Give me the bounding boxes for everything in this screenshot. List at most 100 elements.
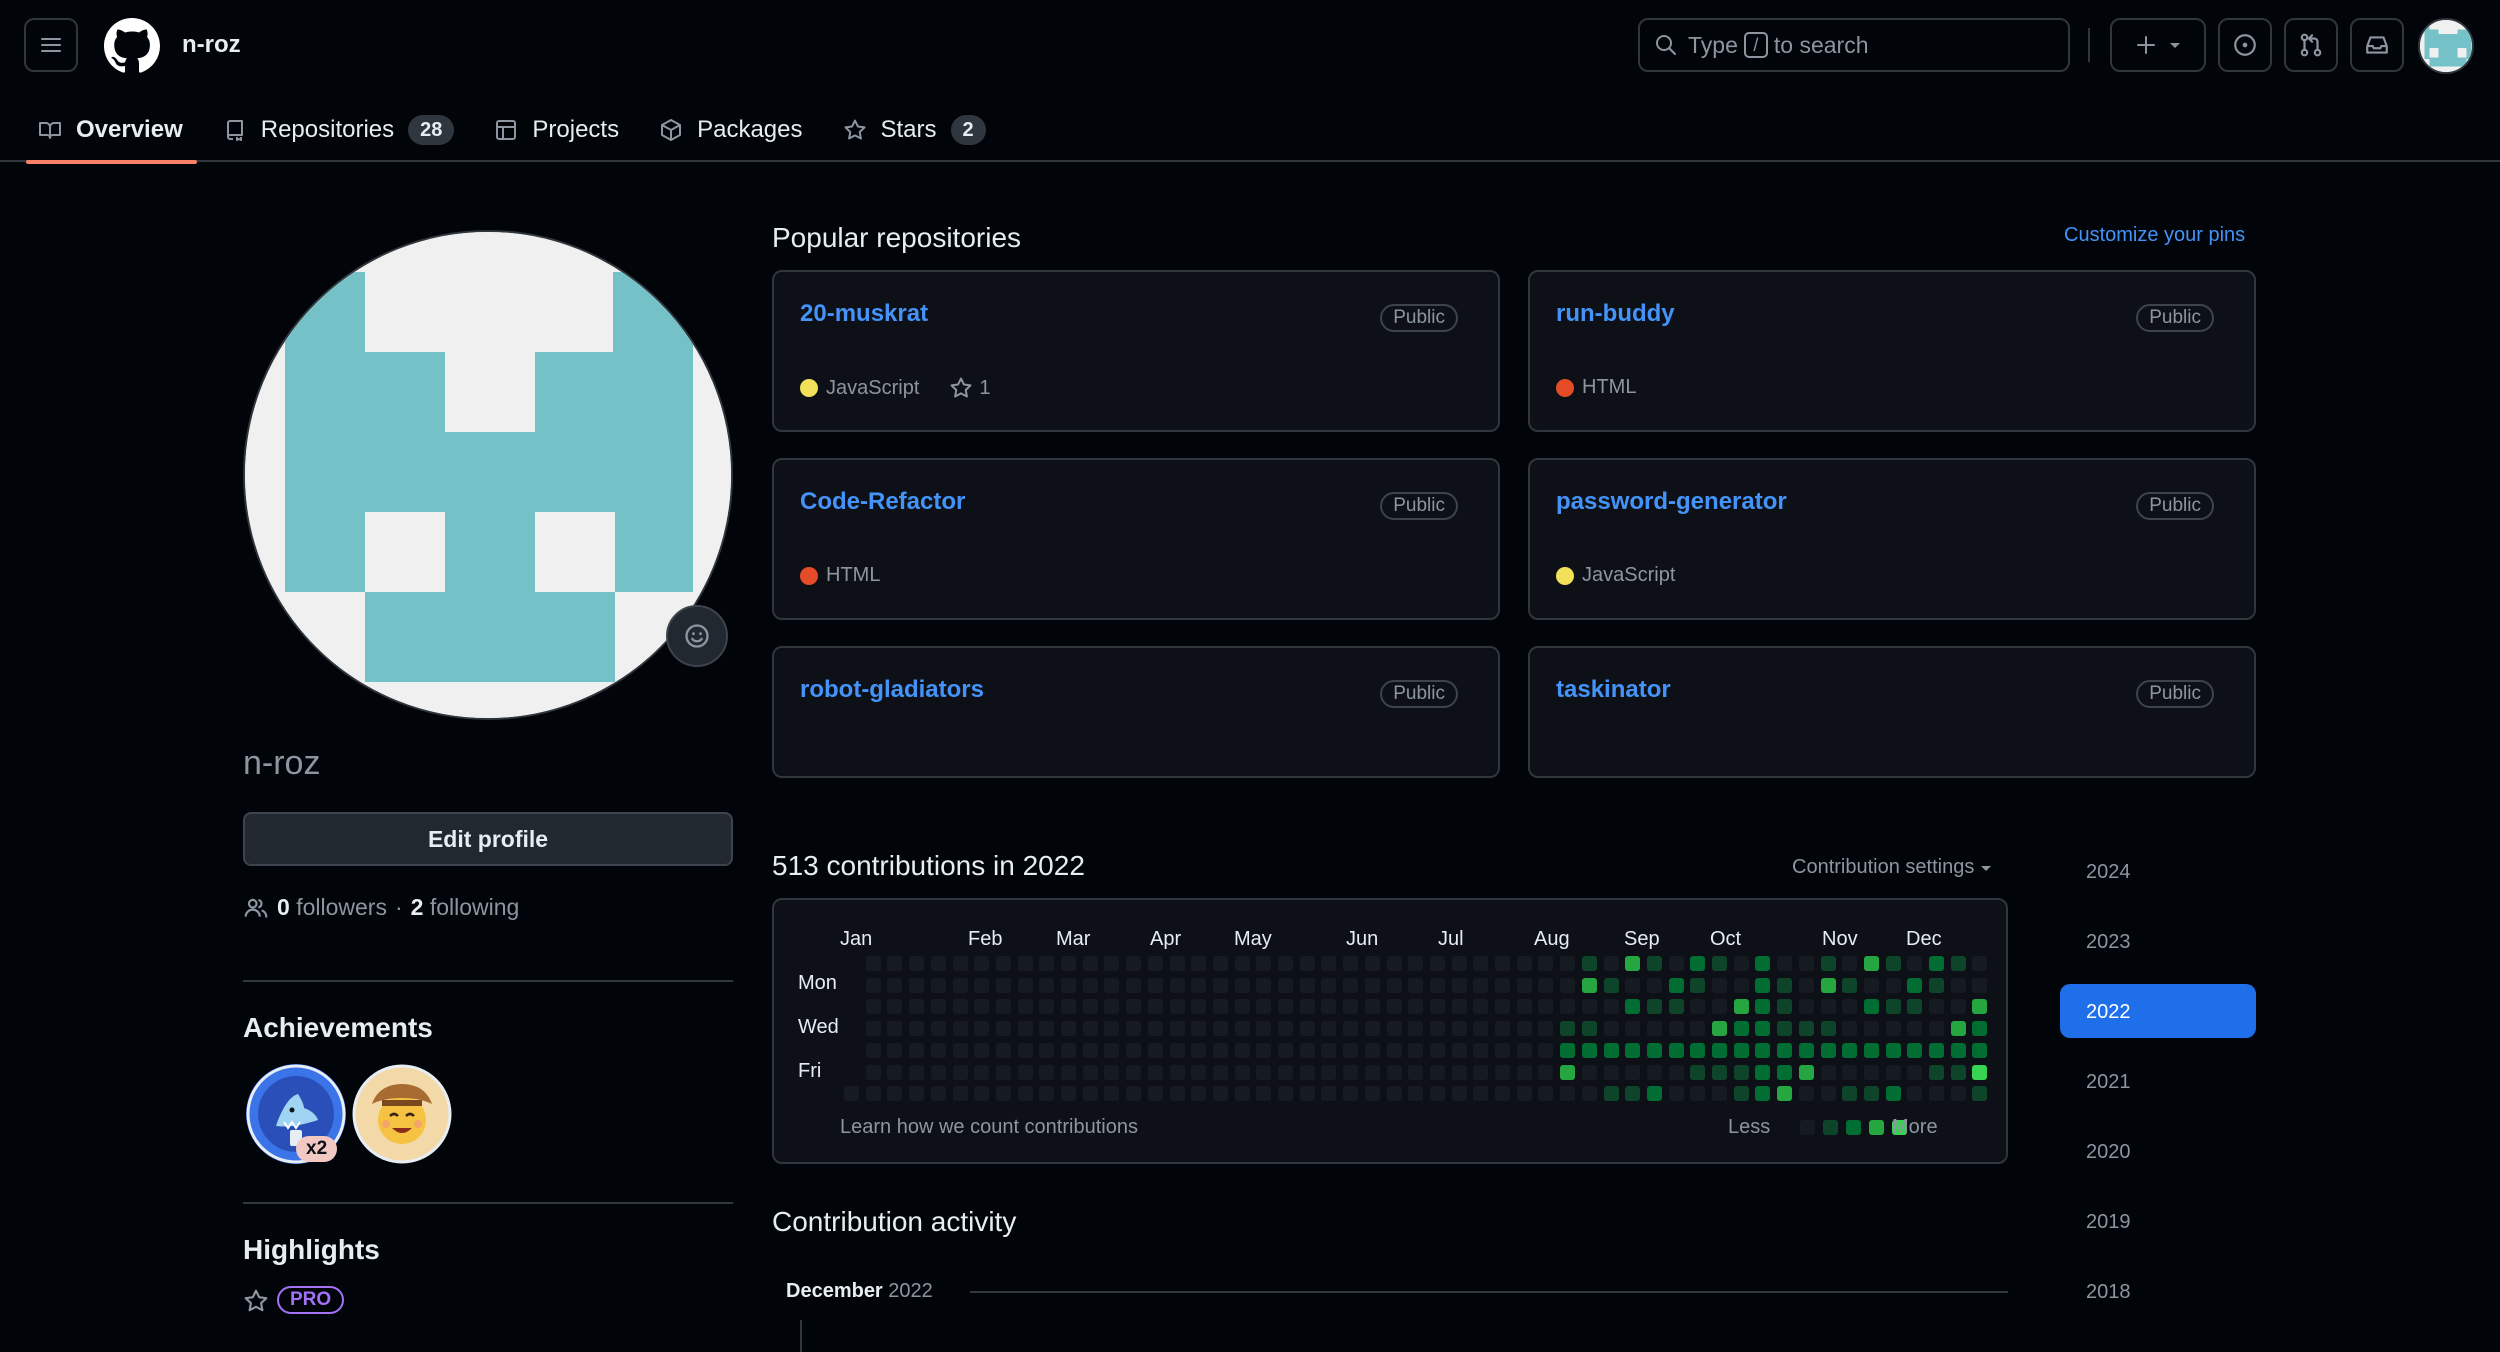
contribution-day[interactable]	[1646, 1021, 1662, 1037]
contribution-day[interactable]	[974, 1042, 990, 1058]
contribution-day[interactable]	[1039, 1086, 1055, 1102]
contribution-day[interactable]	[1429, 1021, 1445, 1037]
repo-name-link[interactable]: password-generator	[1556, 488, 1787, 515]
contribution-day[interactable]	[1625, 999, 1641, 1015]
pull-requests-button[interactable]	[2284, 18, 2338, 72]
contribution-day[interactable]	[1646, 1086, 1662, 1102]
contribution-day[interactable]	[1343, 1021, 1359, 1037]
contribution-day[interactable]	[1126, 999, 1142, 1015]
contribution-day[interactable]	[1516, 977, 1532, 993]
contribution-day[interactable]	[1733, 1021, 1749, 1037]
contribution-day[interactable]	[865, 1021, 881, 1037]
contribution-day[interactable]	[1625, 1042, 1641, 1058]
contribution-day[interactable]	[1343, 1086, 1359, 1102]
contribution-day[interactable]	[1798, 977, 1814, 993]
contribution-day[interactable]	[1017, 977, 1033, 993]
contribution-day[interactable]	[1929, 1064, 1944, 1080]
contribution-day[interactable]	[952, 1064, 968, 1080]
contribution-day[interactable]	[1212, 999, 1228, 1015]
contribution-day[interactable]	[887, 999, 903, 1015]
contribution-day[interactable]	[1668, 1021, 1684, 1037]
contribution-day[interactable]	[1625, 1021, 1641, 1037]
contribution-day[interactable]	[1039, 1042, 1055, 1058]
contribution-day[interactable]	[1147, 956, 1163, 971]
contribution-day[interactable]	[1364, 956, 1380, 971]
contribution-day[interactable]	[1972, 977, 1988, 993]
contribution-day[interactable]	[1104, 1021, 1120, 1037]
contribution-day[interactable]	[1278, 956, 1293, 971]
year-link-2019[interactable]: 2019	[2086, 1211, 2131, 1233]
contribution-day[interactable]	[1755, 977, 1771, 993]
contribution-day[interactable]	[1256, 1042, 1272, 1058]
contribution-day[interactable]	[1755, 1021, 1771, 1037]
contribution-day[interactable]	[1560, 1021, 1576, 1037]
contribution-day[interactable]	[1668, 1064, 1684, 1080]
contribution-day[interactable]	[1256, 956, 1272, 971]
contribution-day[interactable]	[1950, 999, 1966, 1015]
contribution-day[interactable]	[887, 1042, 903, 1058]
followers-link[interactable]: 0 followers	[277, 894, 387, 921]
contribution-day[interactable]	[1061, 1021, 1076, 1037]
contribution-day[interactable]	[1299, 999, 1315, 1015]
contribution-day[interactable]	[1690, 1086, 1706, 1102]
contribution-day[interactable]	[1473, 1021, 1489, 1037]
contribution-day[interactable]	[1451, 977, 1467, 993]
contribution-day[interactable]	[1256, 1021, 1272, 1037]
contribution-day[interactable]	[1169, 1064, 1185, 1080]
contribution-day[interactable]	[1755, 1064, 1771, 1080]
contribution-day[interactable]	[1625, 1064, 1641, 1080]
contribution-day[interactable]	[1907, 1021, 1923, 1037]
contribution-day[interactable]	[1733, 1064, 1749, 1080]
contribution-day[interactable]	[1061, 1042, 1076, 1058]
contribution-day[interactable]	[1929, 977, 1944, 993]
contribution-day[interactable]	[995, 1064, 1011, 1080]
contribution-day[interactable]	[1842, 1042, 1858, 1058]
contribution-day[interactable]	[887, 1021, 903, 1037]
contribution-day[interactable]	[1191, 1042, 1207, 1058]
contribution-day[interactable]	[1061, 1064, 1076, 1080]
contribution-day[interactable]	[1278, 999, 1293, 1015]
contribution-day[interactable]	[1278, 1042, 1293, 1058]
contribution-day[interactable]	[1386, 1042, 1402, 1058]
contribution-day[interactable]	[1169, 999, 1185, 1015]
year-link-2020[interactable]: 2020	[2086, 1141, 2131, 1163]
contribution-day[interactable]	[974, 1021, 990, 1037]
contribution-day[interactable]	[1343, 1042, 1359, 1058]
contribution-day[interactable]	[1646, 977, 1662, 993]
contribution-day[interactable]	[1191, 1064, 1207, 1080]
contribution-day[interactable]	[1343, 1064, 1359, 1080]
contribution-day[interactable]	[1212, 1064, 1228, 1080]
contribution-day[interactable]	[1625, 977, 1641, 993]
contribution-day[interactable]	[1733, 1042, 1749, 1058]
contribution-day[interactable]	[909, 1064, 925, 1080]
contribution-day[interactable]	[1972, 956, 1988, 971]
repo-name-link[interactable]: Code-Refactor	[800, 488, 966, 515]
contribution-day[interactable]	[1169, 1021, 1185, 1037]
contribution-day[interactable]	[1473, 977, 1489, 993]
contribution-day[interactable]	[1603, 977, 1619, 993]
contribution-day[interactable]	[1429, 1064, 1445, 1080]
contribution-day[interactable]	[1950, 1021, 1966, 1037]
contribution-day[interactable]	[1560, 1064, 1576, 1080]
contribution-day[interactable]	[1929, 1086, 1944, 1102]
contribution-day[interactable]	[1364, 1021, 1380, 1037]
contribution-day[interactable]	[1256, 1086, 1272, 1102]
contribution-day[interactable]	[1408, 1086, 1424, 1102]
contribution-day[interactable]	[1777, 1021, 1793, 1037]
contribution-day[interactable]	[1950, 977, 1966, 993]
contribution-day[interactable]	[1907, 1086, 1923, 1102]
contribution-day[interactable]	[1712, 1064, 1727, 1080]
repo-name-link[interactable]: run-buddy	[1556, 300, 1675, 327]
search-input[interactable]: Type / to search	[1638, 18, 2070, 72]
contribution-day[interactable]	[1581, 1042, 1597, 1058]
contribution-day[interactable]	[1212, 1021, 1228, 1037]
contribution-day[interactable]	[1733, 956, 1749, 971]
contribution-day[interactable]	[1798, 956, 1814, 971]
contribution-day[interactable]	[952, 1042, 968, 1058]
achievement-yolo-icon[interactable]	[352, 1064, 452, 1164]
contribution-day[interactable]	[1191, 977, 1207, 993]
contribution-day[interactable]	[1169, 1042, 1185, 1058]
contribution-day[interactable]	[952, 977, 968, 993]
context-username[interactable]: n-roz	[182, 31, 241, 58]
contribution-day[interactable]	[1516, 999, 1532, 1015]
